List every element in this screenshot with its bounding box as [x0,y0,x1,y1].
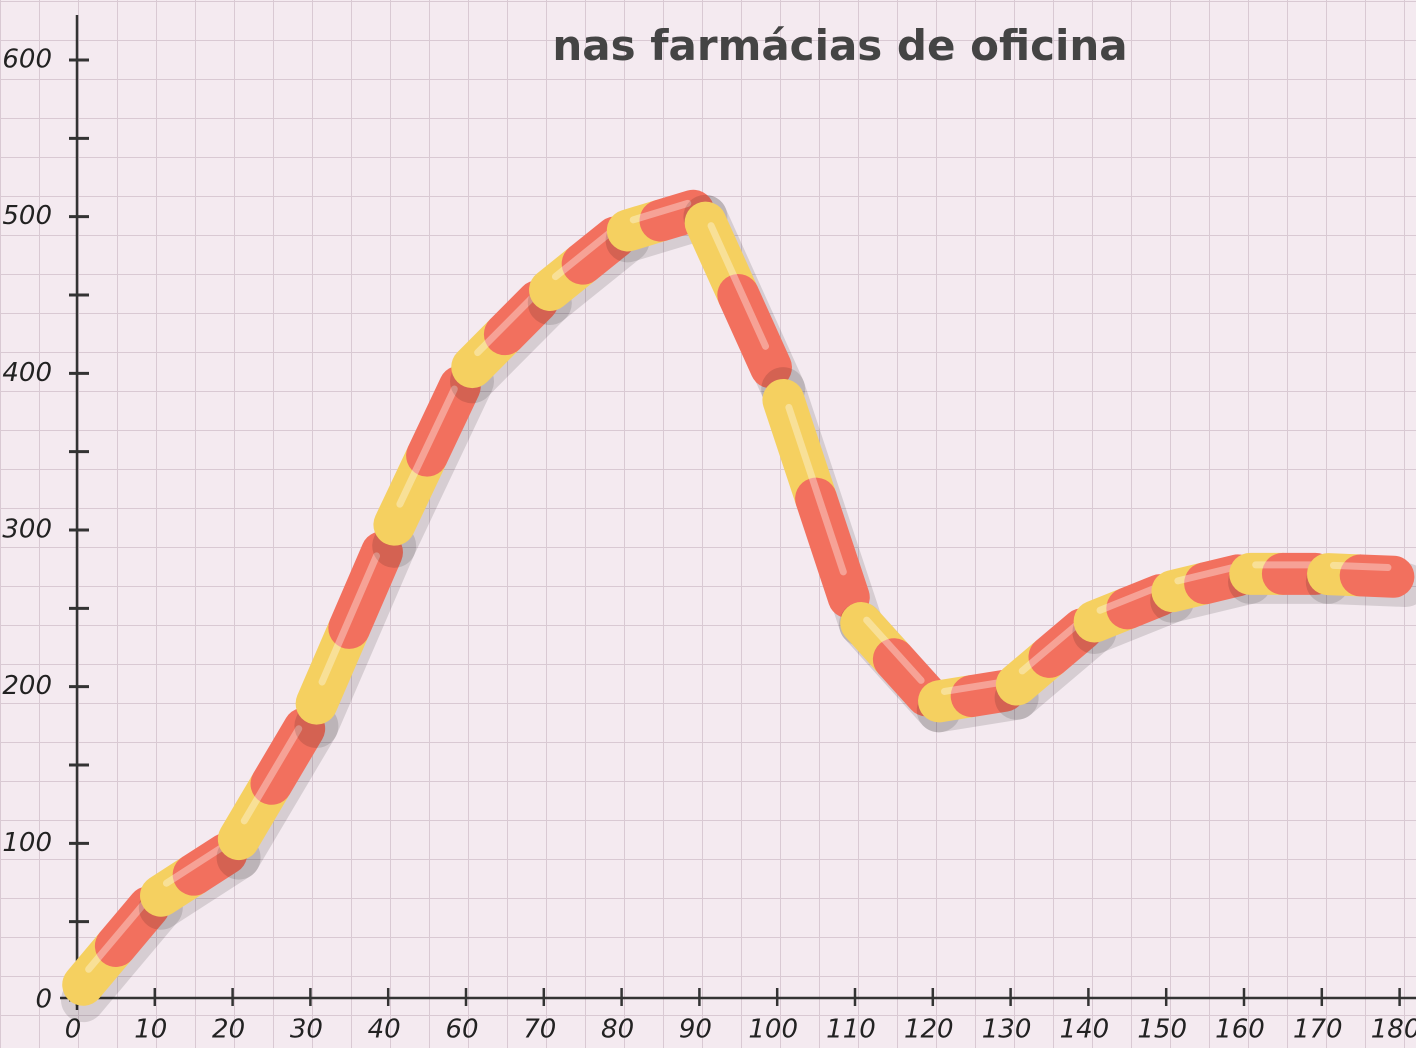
pill [316,546,394,726]
x-tick-label: 120 [904,1015,954,1045]
y-tick-label: 400 [2,358,52,388]
y-tick-label: 100 [2,828,52,858]
x-tick-label: 70 [523,1015,556,1045]
y-tick-label: 500 [2,201,52,231]
x-tick-label: 160 [1215,1015,1265,1045]
pill-shine [1333,565,1387,567]
x-tick-label: 80 [601,1015,634,1045]
pill [239,726,317,858]
x-tick-label: 140 [1060,1015,1110,1045]
x-tick-label: 100 [748,1015,798,1045]
pill-cap [427,386,460,455]
chart: nas farmácias de oficina 0 100 200 300 400 50… [0,0,1416,1048]
y-tick-label: 600 [2,45,52,75]
x-tick-label: 10 [134,1015,167,1045]
pill-chain [83,203,1406,1000]
x-tick-label: 40 [368,1015,401,1045]
y-tick-label: 200 [2,671,52,701]
page: nas farmácias de oficina 0 100 200 300 400 50… [0,0,1416,1048]
chart-title: nas farmácias de oficina [552,21,1127,70]
x-tick-label: 20 [212,1015,245,1045]
pill [783,389,861,624]
x-tick-label: 30 [290,1015,323,1045]
pill-cap [349,552,382,628]
pill [705,217,783,389]
pill-cap [738,295,771,367]
x-tick-label: 60 [445,1015,478,1045]
x-tick-label: 110 [826,1015,876,1045]
x-tick-label: 150 [1137,1015,1187,1045]
y-tick-label: 0 [35,985,52,1015]
x-tick-label: 130 [982,1015,1032,1045]
pill-cap [1361,575,1394,576]
pill [394,381,472,545]
x-tick-label: 90 [679,1015,712,1045]
x-tick-label: 170 [1293,1015,1343,1045]
pill [1328,565,1406,585]
y-tick-label: 300 [2,515,52,545]
x-tick-label: 180 [1371,1015,1416,1045]
